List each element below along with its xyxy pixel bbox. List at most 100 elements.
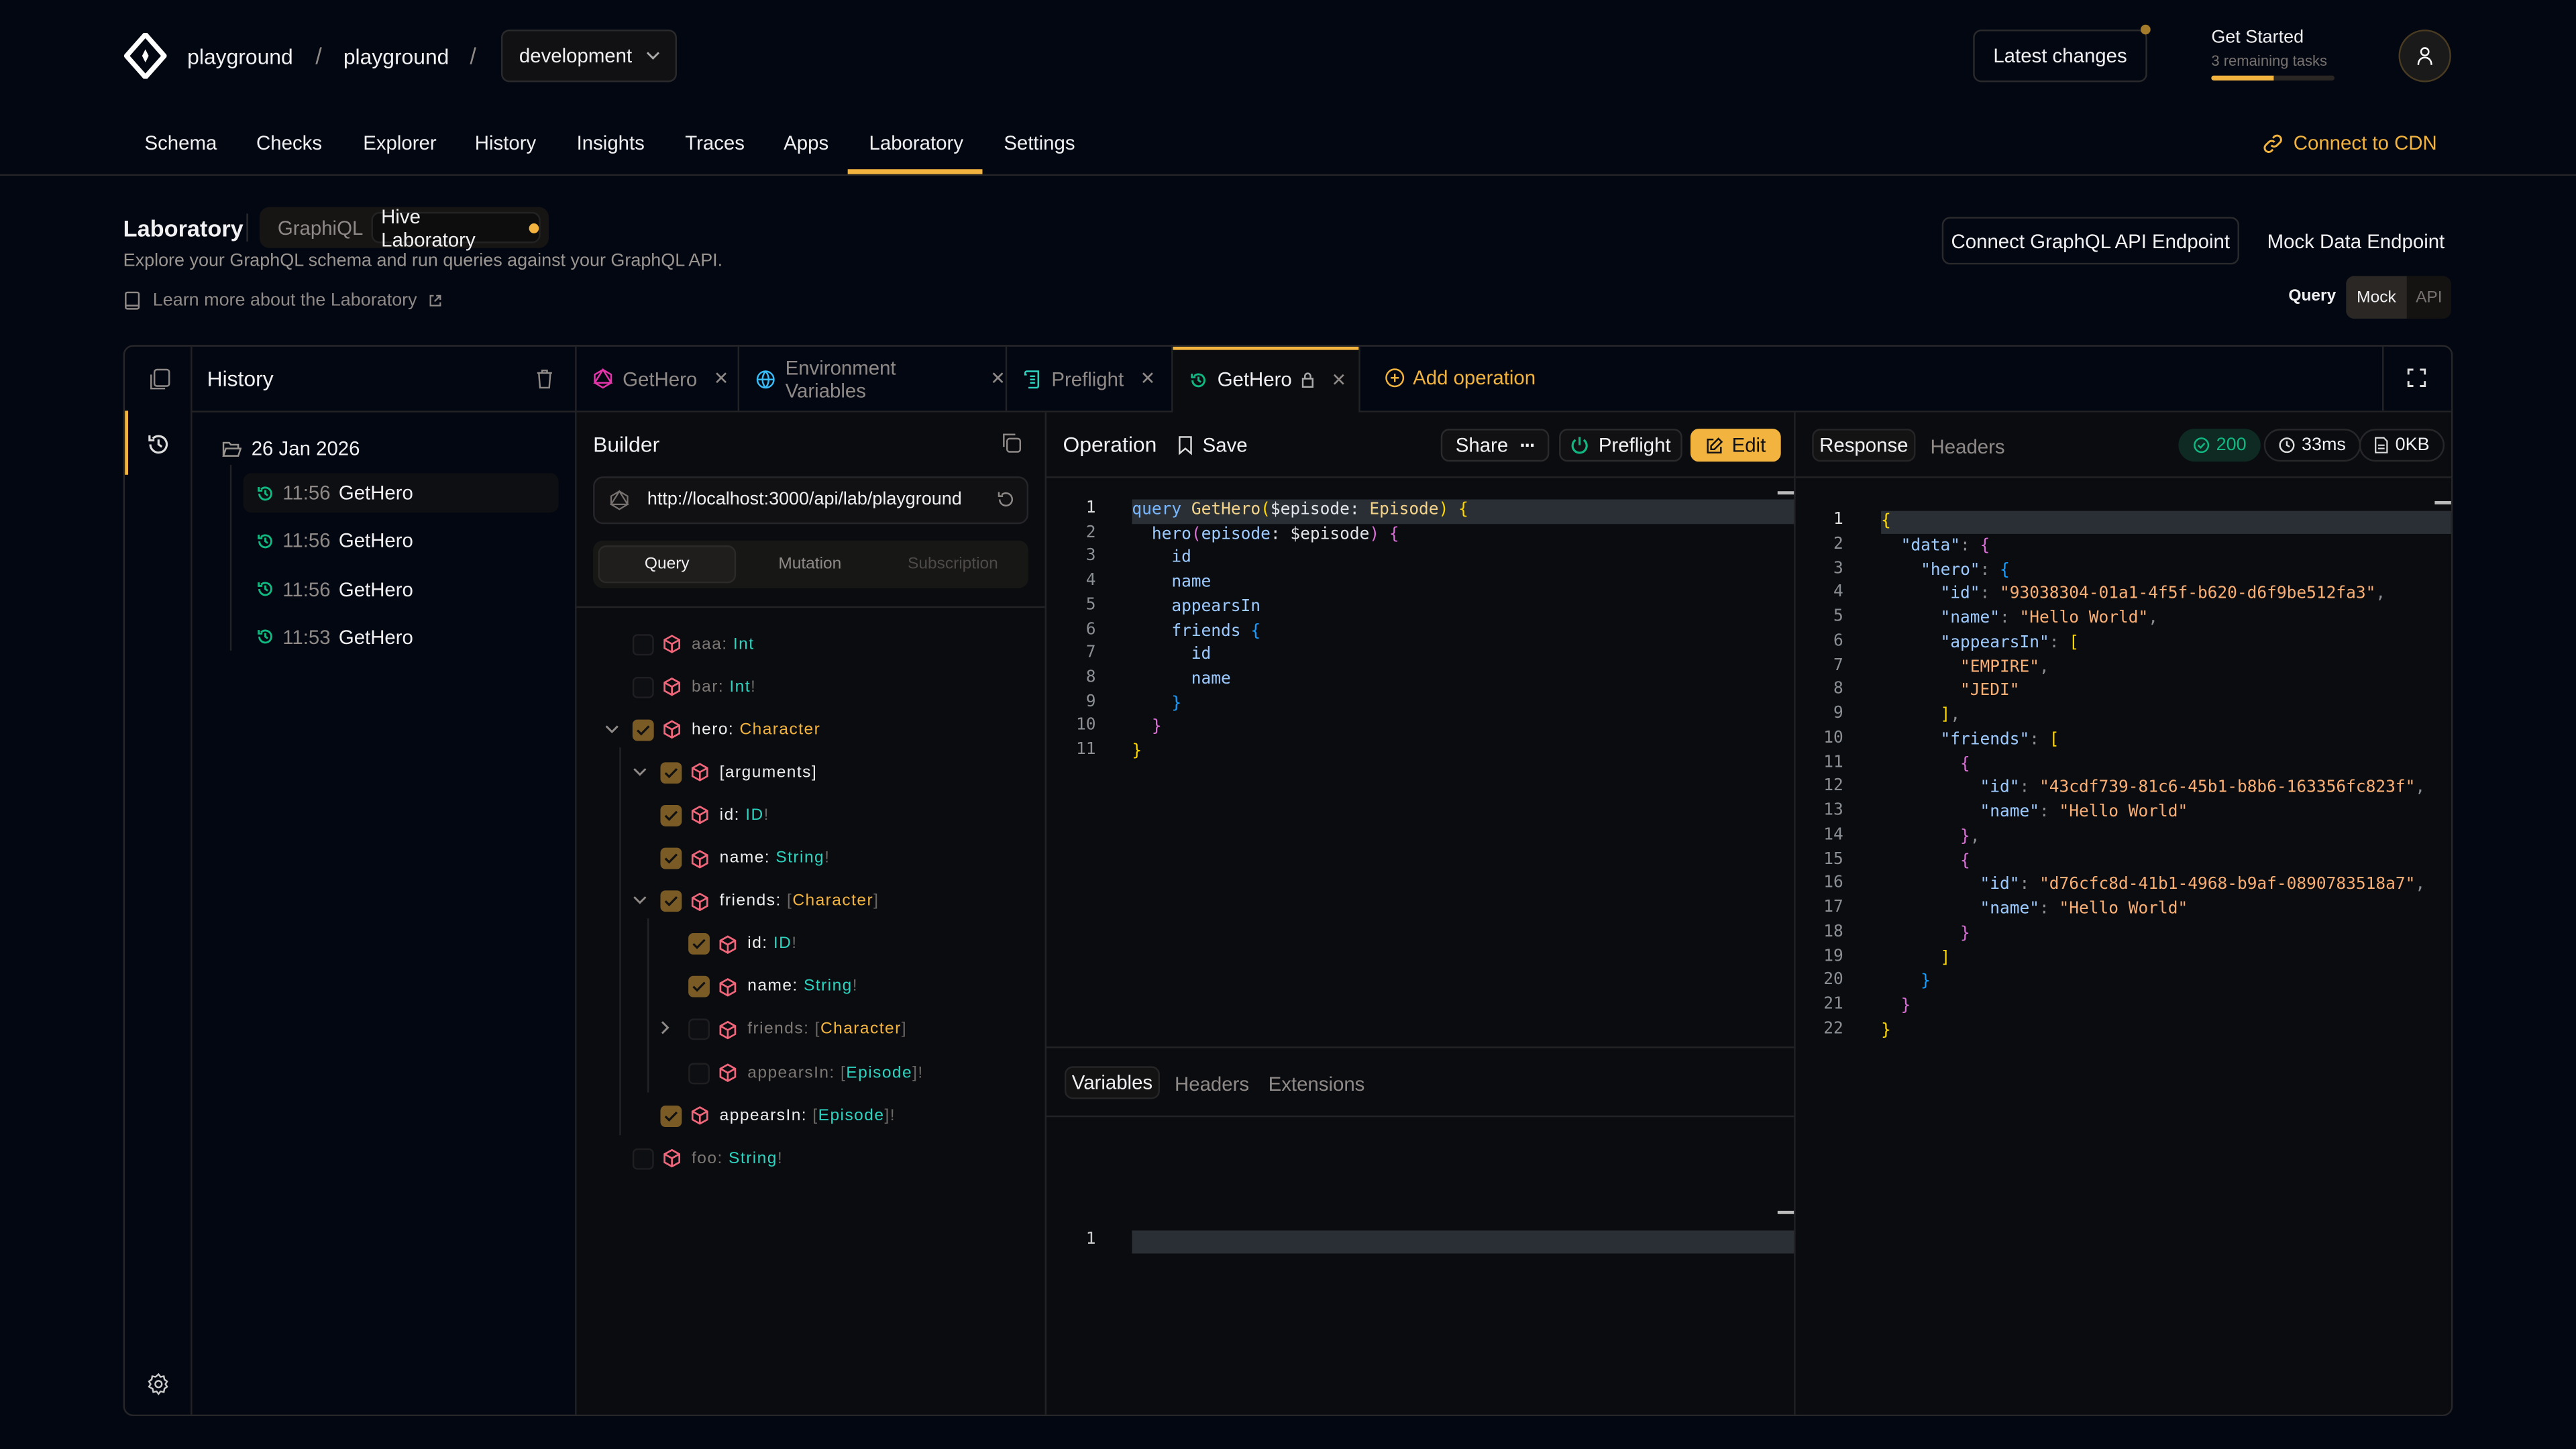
learn-more-link[interactable]: Learn more about the Laboratory <box>123 290 442 311</box>
save-button[interactable]: Save <box>1178 434 1248 457</box>
breadcrumb-organization[interactable]: playground <box>187 44 293 69</box>
builder-field[interactable]: appearsIn: [Episode]! <box>633 1099 896 1132</box>
nav-settings[interactable]: Settings <box>1004 131 1075 155</box>
latest-changes-button[interactable]: Latest changes <box>1973 30 2147 83</box>
code-line: } <box>1132 741 1142 765</box>
tab-gethero[interactable]: GetHero ✕ <box>577 346 740 411</box>
tab-gethero[interactable]: GetHero ✕ <box>1173 346 1360 413</box>
bookmark-icon <box>1178 435 1193 455</box>
trash-icon[interactable] <box>535 368 553 394</box>
minimap-marker <box>2434 500 2451 504</box>
field-checkbox[interactable] <box>632 676 654 698</box>
history-icon[interactable] <box>146 432 171 462</box>
edit-button[interactable]: Edit <box>1690 429 1781 462</box>
toggle-graphiql[interactable]: GraphiQL <box>277 217 364 240</box>
builder-field[interactable]: hero: Character <box>604 713 820 746</box>
tab-extensions[interactable]: Extensions <box>1268 1073 1365 1096</box>
toggle-hive-laboratory[interactable]: Hive Laboratory <box>371 205 541 250</box>
field-checkbox[interactable] <box>660 1105 682 1127</box>
add-operation-button[interactable]: Add operation <box>1385 366 1536 389</box>
builder-field[interactable]: appearsIn: [Episode]! <box>660 1057 923 1089</box>
field-checkbox[interactable] <box>660 890 682 912</box>
op-type-query[interactable]: Query <box>598 545 737 584</box>
breadcrumb-project[interactable]: playground <box>343 44 449 69</box>
field-checkbox[interactable] <box>632 718 654 741</box>
collections-icon[interactable] <box>148 368 170 396</box>
close-tab-icon[interactable]: ✕ <box>713 370 729 390</box>
tab-response[interactable]: Response <box>1812 429 1916 462</box>
fullscreen-icon[interactable] <box>2407 368 2426 393</box>
builder-field[interactable]: name: String! <box>660 971 858 1004</box>
chevron-down-icon[interactable] <box>633 763 661 782</box>
rail-active-indicator <box>125 411 129 475</box>
op-type-subscription[interactable]: Subscription <box>908 555 998 574</box>
builder-field[interactable]: bar: Int! <box>604 670 756 703</box>
nav-checks[interactable]: Checks <box>256 131 323 155</box>
field-checkbox[interactable] <box>688 976 710 998</box>
field-checkbox[interactable] <box>660 847 682 869</box>
field-checkbox[interactable] <box>632 1148 654 1169</box>
hive-logo[interactable] <box>123 32 168 84</box>
tab-preflight[interactable]: Preflight ✕ <box>1007 346 1173 411</box>
field-checkbox[interactable] <box>688 933 710 955</box>
chevron-right-icon[interactable] <box>660 1020 688 1040</box>
reset-icon[interactable] <box>996 490 1015 515</box>
field-name: appearsIn: <box>719 1106 813 1125</box>
nav-apps[interactable]: Apps <box>784 131 829 155</box>
connect-endpoint-button[interactable]: Connect GraphQL API Endpoint <box>1941 217 2239 265</box>
tab-environment-variables[interactable]: Environment Variables ✕ <box>739 346 1008 411</box>
field-checkbox[interactable] <box>660 761 682 784</box>
builder-field[interactable]: aaa: Int <box>604 628 754 661</box>
tab-headers[interactable]: Headers <box>1175 1073 1250 1096</box>
copy-icon[interactable] <box>1000 432 1022 458</box>
nav-history[interactable]: History <box>474 131 537 155</box>
code-token: { <box>1881 513 1891 531</box>
field-checkbox[interactable] <box>688 1019 710 1041</box>
builder-field[interactable]: [arguments] <box>633 756 817 789</box>
history-group[interactable]: 26 Jan 2026 <box>222 437 360 460</box>
nav-schema[interactable]: Schema <box>144 131 217 155</box>
history-item[interactable]: 11:53 GetHero <box>243 618 558 657</box>
field-icon <box>690 763 710 782</box>
history-item[interactable]: 11:56 GetHero <box>243 570 558 609</box>
mock-endpoint-button[interactable]: Mock Data Endpoint <box>2267 229 2445 254</box>
nav-explorer[interactable]: Explorer <box>363 131 437 155</box>
tab-label: GetHero <box>1217 368 1292 391</box>
history-item[interactable]: 11:56 GetHero <box>243 521 558 561</box>
field-checkbox[interactable] <box>632 633 654 655</box>
builder-field[interactable]: friends: [Character] <box>633 885 879 918</box>
settings-gear-icon[interactable] <box>146 1372 171 1401</box>
chevron-down-icon[interactable] <box>633 892 661 910</box>
close-tab-icon[interactable]: ✕ <box>1331 370 1347 390</box>
variables-editor[interactable] <box>1132 1230 1794 1254</box>
field-checkbox[interactable] <box>660 804 682 826</box>
builder-field[interactable]: id: ID! <box>633 799 769 832</box>
mode-mock[interactable]: Mock <box>2346 276 2407 319</box>
operation-header-divider <box>1046 476 1794 478</box>
line-number: 21 <box>1823 996 1843 1014</box>
share-button[interactable]: Share ··· <box>1440 429 1550 462</box>
builder-field[interactable]: id: ID! <box>660 928 797 961</box>
field-checkbox[interactable] <box>688 1062 710 1084</box>
nav-traces[interactable]: Traces <box>685 131 745 155</box>
close-tab-icon[interactable]: ✕ <box>990 370 1006 390</box>
mode-api[interactable]: API <box>2416 288 2443 307</box>
preflight-button[interactable]: Preflight <box>1559 429 1682 462</box>
tab-variables[interactable]: Variables <box>1064 1066 1160 1099</box>
history-item[interactable]: 11:56 GetHero <box>243 473 559 513</box>
endpoint-url-input[interactable]: http://localhost:3000/api/lab/playground <box>593 476 1029 525</box>
connect-cdn-link[interactable]: Connect to CDN <box>2262 131 2437 154</box>
builder-field[interactable]: name: String! <box>633 842 830 875</box>
get-started-widget[interactable]: Get Started 3 remaining tasks <box>2211 28 2335 81</box>
nav-insights[interactable]: Insights <box>576 131 645 155</box>
tab-response-headers[interactable]: Headers <box>1930 435 2005 459</box>
chevron-down-icon[interactable] <box>604 720 633 739</box>
environment-select[interactable]: development <box>500 30 677 83</box>
nav-laboratory[interactable]: Laboratory <box>869 131 964 155</box>
op-type-mutation[interactable]: Mutation <box>778 555 842 574</box>
tree-guide <box>619 747 621 1136</box>
builder-field[interactable]: foo: String! <box>604 1142 783 1175</box>
close-tab-icon[interactable]: ✕ <box>1140 370 1156 390</box>
user-avatar[interactable] <box>2398 30 2451 83</box>
builder-field[interactable]: friends: [Character] <box>660 1014 907 1046</box>
